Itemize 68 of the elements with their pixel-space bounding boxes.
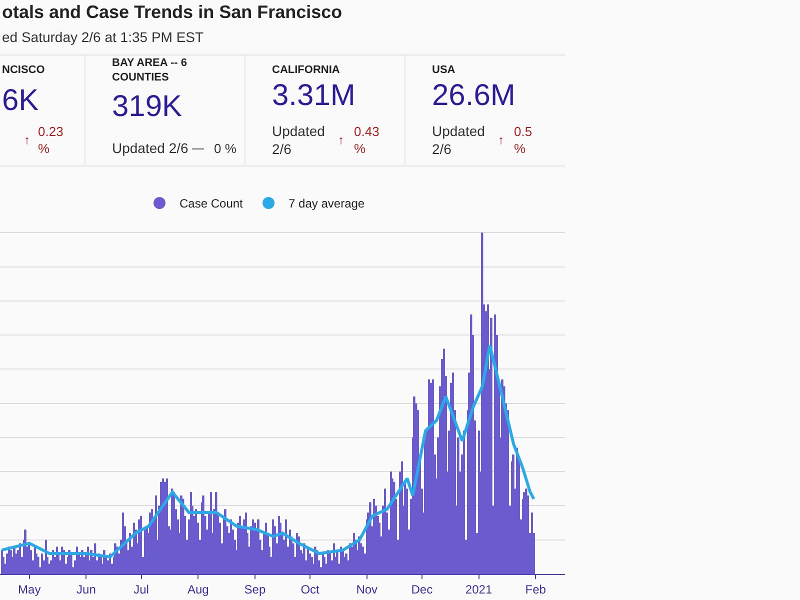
bar: [384, 488, 386, 574]
bar: [516, 448, 518, 574]
text: 3.31M: [272, 79, 356, 112]
x-tick-label: Jun: [76, 582, 96, 596]
text: Updated 2/6: [272, 123, 325, 158]
bar: [129, 533, 131, 574]
bar: [70, 554, 72, 574]
x-tick-label: Dec: [411, 582, 433, 596]
text: CALIFORNIA: [272, 64, 340, 76]
text: ↑: [24, 133, 30, 147]
x-tick-label: Oct: [300, 582, 320, 596]
bar: [285, 519, 287, 574]
text: ↑: [498, 133, 504, 147]
bar: [195, 509, 198, 574]
text: 319K: [112, 90, 182, 123]
x-tick-label: Feb: [525, 582, 546, 596]
bar: [210, 492, 212, 574]
text: BAY AREA -- 6 COUNTIES: [112, 57, 187, 84]
x-tick-label: Jul: [134, 582, 149, 596]
bar: [133, 522, 135, 574]
text: —: [192, 141, 204, 155]
text: 0.23 %: [38, 124, 64, 156]
bar: [353, 533, 355, 574]
bar: [298, 536, 300, 574]
bar: [428, 379, 430, 574]
text: NCISCO: [2, 64, 46, 76]
x-tick-label: Nov: [356, 582, 378, 596]
bar: [296, 533, 298, 574]
text: otals and Case Trends in San Francisco: [2, 2, 342, 22]
text: 0.5 %: [514, 124, 532, 156]
text: 26.6M: [432, 79, 516, 112]
bar: [10, 550, 12, 574]
bar: [272, 519, 274, 574]
bar: [41, 554, 43, 574]
bar: [463, 430, 465, 574]
text: 0 %: [214, 141, 237, 156]
legend-label: Case Count: [180, 196, 244, 211]
bar: [140, 516, 142, 574]
bar: [525, 488, 528, 574]
bar: [494, 314, 496, 574]
text: ed Saturday 2/6 at 1:35 PM EST: [2, 29, 204, 45]
text: Updated 2/6: [432, 123, 485, 158]
bar: [329, 554, 331, 574]
bar: [144, 530, 146, 574]
x-tick-label: Aug: [187, 582, 209, 596]
bar: [155, 495, 157, 574]
x-tick-label: Sep: [244, 582, 266, 596]
text: ↑: [338, 133, 344, 147]
bar: [342, 550, 344, 574]
x-tick-label: 2021: [465, 582, 492, 596]
bar: [122, 512, 124, 574]
bar: [76, 546, 78, 574]
bar: [487, 304, 489, 574]
bar: [362, 546, 364, 574]
text: USA: [432, 64, 456, 76]
bar: [307, 546, 309, 574]
text: 0.43 %: [354, 124, 380, 156]
text: 6K: [2, 84, 39, 117]
text: Updated 2/6: [112, 140, 188, 156]
bar: [373, 498, 375, 574]
bar: [151, 509, 153, 574]
bar: [166, 478, 168, 574]
bar: [531, 512, 533, 574]
bar: [432, 379, 434, 574]
x-tick-label: May: [18, 582, 41, 596]
bar: [452, 372, 454, 574]
bar: [37, 556, 40, 574]
legend-label: 7 day average: [288, 196, 365, 211]
